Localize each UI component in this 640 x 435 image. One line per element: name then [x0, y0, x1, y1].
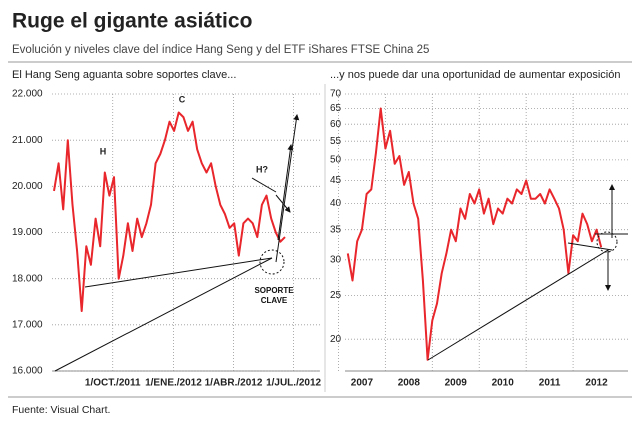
annotation: SOPORTE CLAVE: [254, 286, 294, 305]
y-tick-label: 35: [330, 224, 342, 235]
annotations: [54, 114, 628, 372]
data-line: [53, 111, 286, 312]
chart-title: El Hang Seng aguanta sobre soportes clav…: [12, 69, 236, 81]
source: Fuente: Visual Chart.: [12, 404, 110, 416]
y-tick-label: 25: [330, 290, 342, 301]
x-tick-label: 2012: [585, 378, 608, 389]
x-tick-label: 1/JUL./2012: [266, 378, 321, 389]
x-tick-label: 1/ABR./2012: [205, 378, 263, 389]
y-tick-label: 19.000: [12, 227, 43, 238]
y-tick-label: 60: [330, 119, 342, 130]
y-tick-label: 17.000: [12, 319, 43, 330]
y-tick-label: 21.000: [12, 135, 43, 146]
x-tick-label: 2010: [492, 378, 515, 389]
annotation: H?: [256, 164, 268, 174]
annotation: C: [179, 94, 186, 104]
y-tick-label: 20.000: [12, 181, 43, 192]
x-tick-label: 1/ENE./2012: [145, 378, 202, 389]
y-tick-label: 70: [330, 89, 342, 100]
y-tick-label: 22.000: [12, 89, 43, 100]
annotation: H: [100, 146, 107, 156]
y-tick-label: 18.000: [12, 273, 43, 284]
y-tick-label: 16.000: [12, 366, 43, 377]
page-subtitle: Evolución y niveles clave del índice Han…: [12, 44, 429, 56]
data-line: [346, 107, 603, 361]
y-tick-label: 45: [330, 175, 342, 186]
y-tick-label: 30: [330, 254, 342, 265]
y-tick-label: 40: [330, 198, 342, 209]
page-title: Ruge el gigante asiático: [12, 10, 252, 33]
x-tick-label: 2008: [398, 378, 421, 389]
x-tick-label: 2009: [445, 378, 468, 389]
x-tick-label: 1/OCT./2011: [85, 378, 141, 389]
y-tick-label: 20: [330, 334, 342, 345]
x-tick-label: 2007: [351, 378, 374, 389]
y-tick-label: 65: [330, 103, 342, 114]
y-tick-label: 50: [330, 154, 342, 165]
y-tick-label: 55: [330, 136, 342, 147]
chart-title: ...y nos puede dar una oportunidad de au…: [330, 69, 620, 81]
x-tick-label: 2011: [539, 378, 561, 389]
